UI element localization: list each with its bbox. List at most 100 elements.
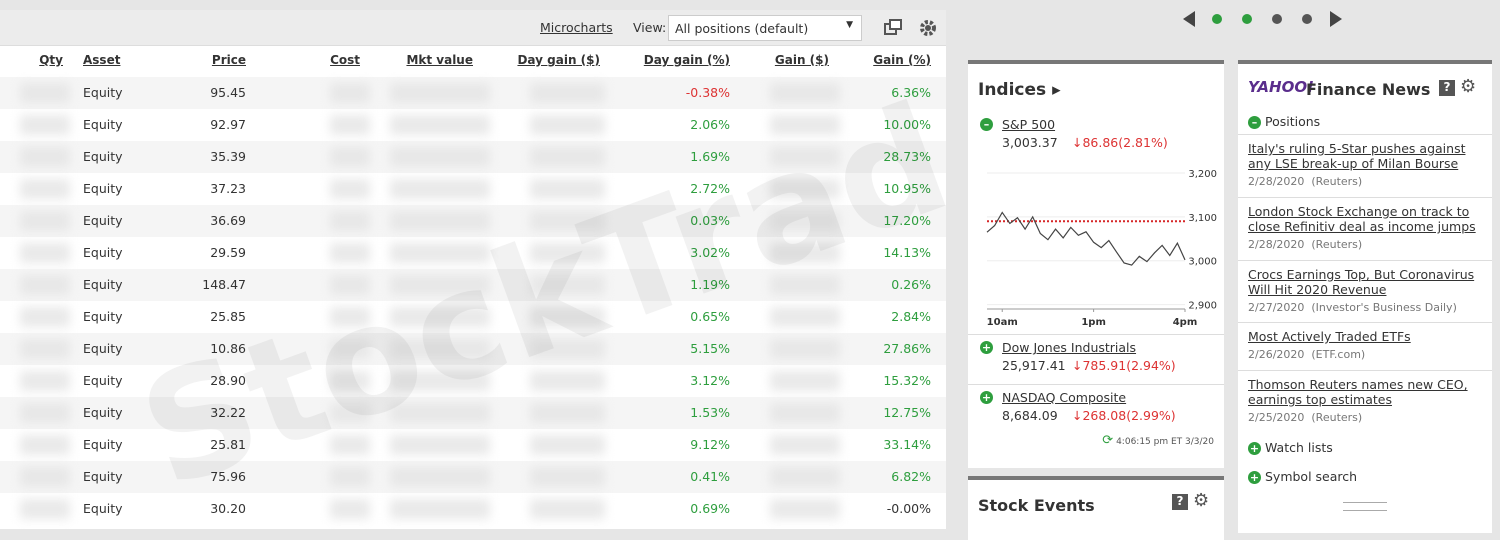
cell: 0.41% <box>690 469 730 484</box>
blurred-cell <box>20 435 70 455</box>
cell: 1.53% <box>690 405 730 420</box>
dot: – <box>980 118 993 131</box>
cell: 36.69 <box>210 213 246 228</box>
dot: + <box>1248 442 1261 455</box>
column-header: Price <box>211 53 246 67</box>
blurred-cell <box>530 211 605 231</box>
indices-title[interactable]: Indices ▸ <box>978 80 1061 100</box>
toolbar-icons[interactable] <box>882 18 942 38</box>
blurred-cell <box>390 243 490 263</box>
symbol-search-row[interactable]: + Symbol search <box>1248 469 1357 484</box>
news-headline[interactable]: Most Actively Traded ETFs <box>1248 329 1411 344</box>
blurred-cell <box>330 147 370 167</box>
y-tick-label: 3,100 <box>1188 213 1217 224</box>
table-row: Equity 36.69 0.03% 17.20% <box>0 205 946 237</box>
index-line <box>986 211 1186 266</box>
cell: 35.39 <box>210 149 246 164</box>
blurred-cell <box>20 211 70 231</box>
table-row: Equity 95.45 -0.38% 6.36% <box>0 77 946 109</box>
table-row: Equity 35.39 1.69% 28.73% <box>0 141 946 173</box>
cell: 2.84% <box>891 309 931 324</box>
blurred-cell <box>330 243 370 263</box>
watch-lists-row[interactable]: + Watch lists <box>1248 440 1333 455</box>
carousel-nav[interactable] <box>1175 8 1355 30</box>
blurred-cell <box>390 403 490 423</box>
cell: Equity <box>83 149 123 164</box>
news-meta: 2/26/2020 (ETF.com) <box>1248 348 1366 361</box>
help-icon[interactable]: ? <box>1172 494 1188 510</box>
cell: 27.86% <box>883 341 931 356</box>
cell: 17.20% <box>883 213 931 228</box>
cell: 25.81 <box>210 437 246 452</box>
blurred-cell <box>770 83 840 103</box>
y-tick-label: 3,000 <box>1188 257 1217 268</box>
blurred-cell <box>330 371 370 391</box>
blurred-cell <box>20 371 70 391</box>
blurred-cell <box>390 83 490 103</box>
news-headline[interactable]: Crocs Earnings Top, But Coronavirus Will… <box>1248 267 1475 297</box>
view-select[interactable]: All positions (default) ▼ <box>668 15 862 41</box>
blurred-cell <box>530 339 605 359</box>
blurred-cell <box>330 115 370 135</box>
news-item: Crocs Earnings Top, But Coronavirus Will… <box>1238 260 1492 323</box>
settings-icon[interactable]: ⚙ <box>1193 490 1210 511</box>
blurred-cell <box>770 307 840 327</box>
table-row: Equity 25.81 9.12% 33.14% <box>0 429 946 461</box>
blurred-cell <box>770 179 840 199</box>
index-name[interactable]: Dow Jones Industrials <box>1002 340 1137 355</box>
index-name[interactable]: NASDAQ Composite <box>1002 390 1127 405</box>
cell: -0.38% <box>685 85 730 100</box>
table-row: Equity 92.97 2.06% 10.00% <box>0 109 946 141</box>
blurred-cell <box>20 499 70 519</box>
index-change: ↓785.91(2.94%) <box>1072 358 1176 373</box>
settings-icon[interactable]: ⚙ <box>1460 76 1477 97</box>
cell: 6.36% <box>891 85 931 100</box>
news-headline[interactable]: Thomson Reuters names new CEO, earnings … <box>1248 377 1468 407</box>
blurred-cell <box>20 83 70 103</box>
updated-text: 4:06:15 pm ET 3/3/20 <box>1116 437 1214 447</box>
view-label: View: <box>633 20 667 35</box>
news-headline[interactable]: London Stock Exchange on track to close … <box>1248 204 1476 234</box>
news-headline[interactable]: Italy's ruling 5-Star pushes against any… <box>1248 141 1466 171</box>
dot: – <box>1248 116 1261 129</box>
blurred-cell <box>330 467 370 487</box>
index-name[interactable]: S&P 500 <box>1002 117 1056 132</box>
cell: Equity <box>83 373 123 388</box>
dot: + <box>980 391 993 404</box>
news-item: Thomson Reuters names new CEO, earnings … <box>1238 370 1492 424</box>
blurred-cell <box>770 275 840 295</box>
dot: + <box>1248 471 1261 484</box>
cell: 32.22 <box>210 405 246 420</box>
table-row: Equity 148.47 1.19% 0.26% <box>0 269 946 301</box>
cell: -0.00% <box>886 501 931 516</box>
index-value: 3,003.37 <box>1002 135 1058 150</box>
positions-row[interactable]: – Positions <box>1248 114 1320 129</box>
table-row: Equity 30.20 0.69% -0.00% <box>0 493 946 525</box>
cell: 0.03% <box>690 213 730 228</box>
blurred-cell <box>530 403 605 423</box>
cell: Equity <box>83 501 123 516</box>
cell: Equity <box>83 213 123 228</box>
watch-lists-label: Watch lists <box>1264 440 1333 455</box>
positions-panel: Microcharts View: All positions (default… <box>0 10 946 529</box>
blurred-cell <box>330 211 370 231</box>
indices-panel: Indices ▸ – S&P 500 3,003.37 ↓86.86(2.81%) +… <box>968 60 1224 468</box>
select-arrow: ▼ <box>846 20 853 30</box>
cell: Equity <box>83 245 123 260</box>
blurred-cell <box>20 307 70 327</box>
news-item: Italy's ruling 5-Star pushes against any… <box>1238 134 1492 198</box>
blurred-cell <box>330 83 370 103</box>
help-icon[interactable]: ? <box>1439 80 1455 96</box>
toolbar: Microcharts View: All positions (default… <box>0 10 946 46</box>
resize-handle[interactable] <box>1343 502 1387 511</box>
blurred-cell <box>530 275 605 295</box>
table-row: Equity 10.86 5.15% 27.86% <box>0 333 946 365</box>
cell: 10.00% <box>883 117 931 132</box>
cell: 29.59 <box>210 245 246 260</box>
blurred-cell <box>330 403 370 423</box>
table-row: Equity 32.22 1.53% 12.75% <box>0 397 946 429</box>
cell: Equity <box>83 117 123 132</box>
microcharts-link[interactable]: Microcharts <box>540 20 613 35</box>
x-tick-label: 1pm <box>1081 317 1106 328</box>
column-header: Gain ($) <box>774 53 829 67</box>
